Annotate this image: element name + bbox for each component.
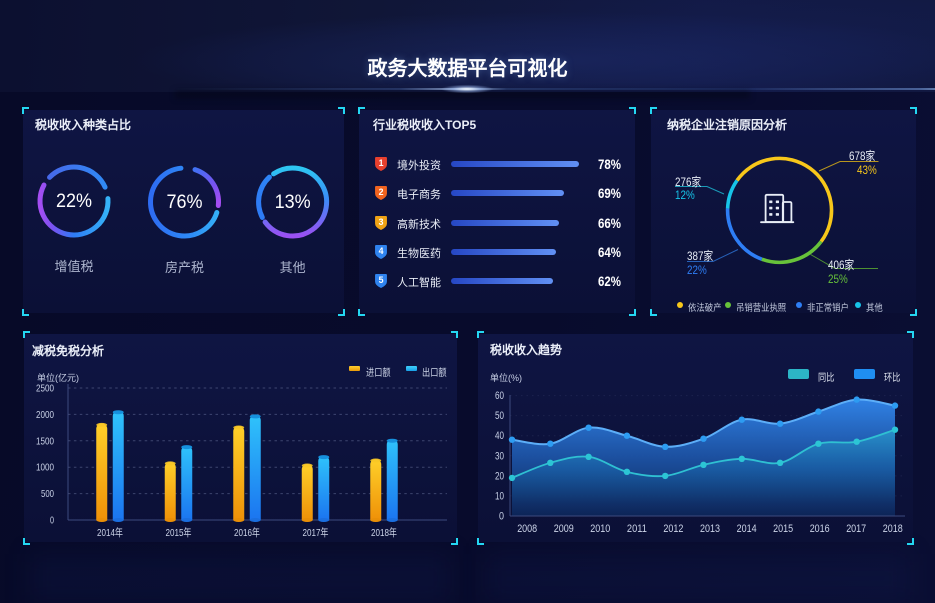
svg-text:0: 0 [499,511,504,523]
svg-text:20: 20 [495,470,504,482]
svg-text:500: 500 [41,488,54,500]
svg-text:2014: 2014 [737,523,757,535]
svg-text:10: 10 [495,490,504,502]
svg-text:4: 4 [379,246,384,256]
svg-text:30: 30 [495,450,504,462]
svg-text:50: 50 [495,410,504,422]
svg-text:2018年: 2018年 [371,526,397,539]
svg-text:1000: 1000 [36,462,54,474]
svg-text:2008: 2008 [517,523,537,535]
svg-text:0: 0 [50,515,54,527]
svg-text:2010: 2010 [590,523,610,535]
svg-text:60: 60 [495,390,504,402]
svg-text:5: 5 [379,275,384,285]
svg-text:76%: 76% [167,192,203,213]
svg-text:2016年: 2016年 [234,526,260,539]
svg-text:3: 3 [379,217,384,227]
svg-text:13%: 13% [275,192,311,213]
svg-text:2014年: 2014年 [97,526,123,539]
svg-text:2: 2 [379,187,384,197]
svg-text:1: 1 [379,158,384,168]
svg-text:其他: 其他 [280,260,306,275]
svg-text:22%: 22% [56,191,92,212]
svg-text:2000: 2000 [36,409,54,421]
svg-text:2017: 2017 [846,523,866,535]
svg-text:增值税: 增值税 [54,259,93,274]
svg-text:房产税: 房产税 [165,260,204,275]
svg-text:2015: 2015 [773,523,793,535]
svg-text:1500: 1500 [36,435,54,447]
svg-text:40: 40 [495,430,504,442]
svg-text:2009: 2009 [554,523,574,535]
svg-text:2011: 2011 [627,523,647,535]
svg-text:2017年: 2017年 [303,526,329,539]
svg-text:2018: 2018 [883,523,903,535]
svg-text:2015年: 2015年 [166,526,192,539]
svg-text:2012: 2012 [663,523,683,535]
svg-text:2013: 2013 [700,523,720,535]
svg-text:2016: 2016 [810,523,830,535]
svg-text:2500: 2500 [36,383,54,395]
